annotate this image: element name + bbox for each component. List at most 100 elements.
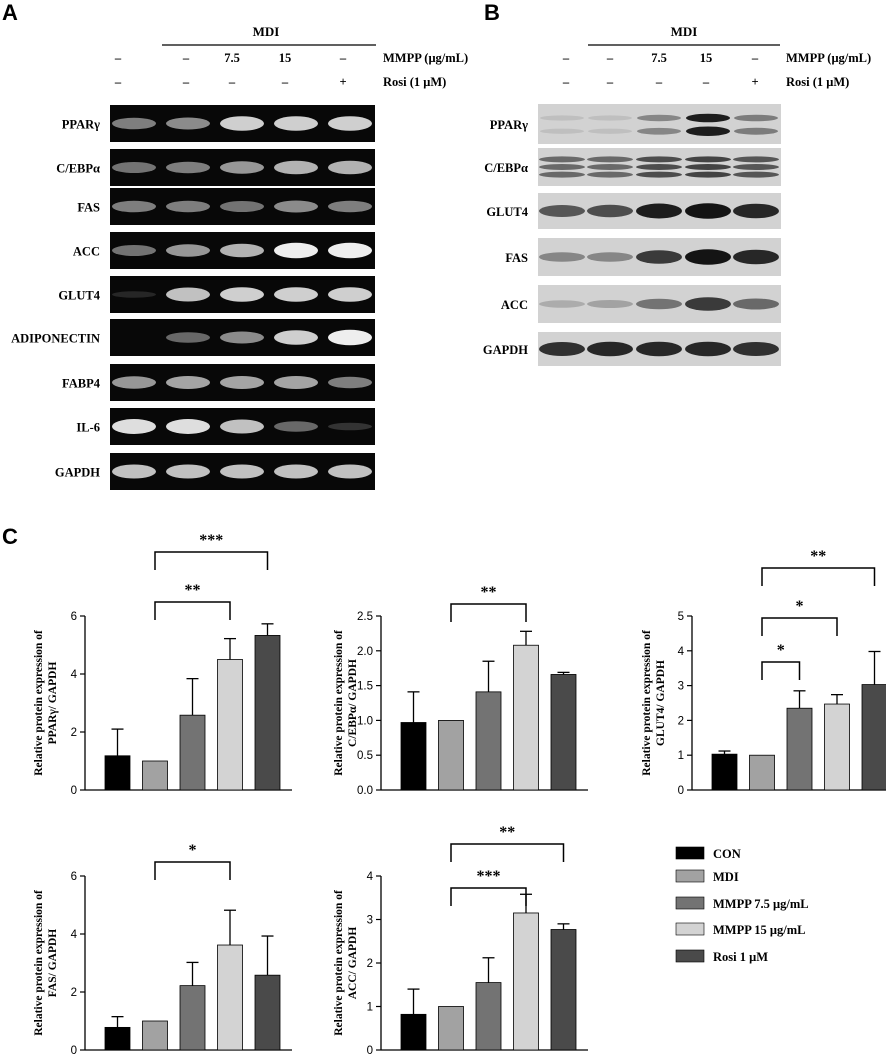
blot-band xyxy=(685,297,731,311)
gene-label: PPARγ xyxy=(62,118,100,132)
y-tick-label: 3 xyxy=(367,915,373,927)
blot-band xyxy=(733,298,779,310)
blot-band xyxy=(636,298,682,310)
gel-band xyxy=(166,376,210,389)
significance-label: * xyxy=(777,642,785,659)
y-axis-label: Relative protein expression of xyxy=(33,890,45,1036)
y-tick-label: 5 xyxy=(678,611,684,623)
y-tick-label: 2.0 xyxy=(357,646,373,658)
rosi-label-a: Rosi (1 μM) xyxy=(383,75,446,89)
y-tick-label: 2 xyxy=(367,958,373,970)
blot-band xyxy=(587,341,633,357)
gel-band xyxy=(112,291,156,298)
gel-band xyxy=(328,242,372,259)
y-axis-label: FAS/ GAPDH xyxy=(47,929,59,998)
y-axis-label: Relative protein expression of xyxy=(333,890,345,1036)
blot-band xyxy=(540,128,584,134)
legend-label: MDI xyxy=(713,870,739,884)
y-axis-label: GLUT4/ GAPDH xyxy=(655,660,667,746)
blot-band xyxy=(685,156,731,163)
gel-band xyxy=(328,464,372,479)
legend-swatch xyxy=(675,896,705,910)
mmpp-label-a: MMPP (μg/mL) xyxy=(383,51,468,65)
legend-label: MMPP 15 μg/mL xyxy=(713,923,806,937)
rosi-value-a-3: – xyxy=(281,75,289,89)
mmpp-label-b: MMPP (μg/mL) xyxy=(786,51,871,65)
gel-band xyxy=(112,245,156,256)
gel-band xyxy=(112,162,156,173)
blot-band xyxy=(539,342,585,356)
blot-band xyxy=(588,115,632,121)
mmpp-value-a-3: 15 xyxy=(279,51,292,65)
legend-label: CON xyxy=(713,847,741,861)
mmpp-value-a-0: – xyxy=(114,51,122,65)
bar xyxy=(179,714,206,791)
bar xyxy=(749,754,775,791)
legend-label: MMPP 7.5 μg/mL xyxy=(713,897,809,911)
significance-bracket xyxy=(154,601,231,620)
panel-label-a: A xyxy=(2,0,18,25)
significance-label: * xyxy=(796,598,804,615)
gel-band xyxy=(112,200,156,213)
legend-swatch xyxy=(675,949,705,963)
rosi-value-b-4: + xyxy=(751,75,758,89)
significance-bracket xyxy=(450,603,527,622)
rosi-value-b-2: – xyxy=(655,75,663,89)
bar xyxy=(254,635,281,791)
gel-band xyxy=(166,464,210,479)
gel-band xyxy=(112,376,156,389)
blot-band xyxy=(637,114,681,122)
gene-label: IL-6 xyxy=(76,421,100,435)
y-axis-label: ACC/ GAPDH xyxy=(347,927,359,1000)
significance-label: *** xyxy=(477,868,501,885)
rosi-value-b-3: – xyxy=(702,75,710,89)
panel-b-header: MDI MMPP (μg/mL) Rosi (1 μM) – – 7.5 15 – – –… xyxy=(562,24,871,89)
gel-band xyxy=(166,161,210,174)
panel-a-blots: PPARγ C/EBPα FAS ACC GLUT4 ADIPONECTIN FABP4 IL… xyxy=(11,105,375,490)
y-axis-label: C/EBPα/ GAPDH xyxy=(347,659,359,747)
blot-band xyxy=(686,126,730,136)
mmpp-value-b-1: – xyxy=(606,51,614,65)
legend: CON MDI MMPP 7.5 μg/mL MMPP 15 μg/mL Rosi 1 … xyxy=(675,846,809,964)
blot-band xyxy=(733,249,779,265)
significance-label: ** xyxy=(810,548,826,565)
significance-label: ** xyxy=(481,584,497,601)
significance-bracket xyxy=(761,661,801,680)
y-tick-label: 3 xyxy=(678,681,684,693)
mmpp-value-b-3: 15 xyxy=(700,51,713,65)
gel-band xyxy=(328,376,372,389)
significance-label: *** xyxy=(199,532,223,549)
significance-bracket xyxy=(761,567,876,586)
y-axis-label: Relative protein expression of xyxy=(641,630,653,776)
blot-band xyxy=(588,128,632,134)
y-tick-label: 2.5 xyxy=(357,611,373,623)
gel-band xyxy=(274,200,318,213)
y-tick-label: 4 xyxy=(678,646,685,658)
chart-2: 0 1 2 3 4 5 Relative protein expression of GLUT… xyxy=(641,548,886,797)
gel-band xyxy=(274,376,318,389)
y-tick-label: 0 xyxy=(678,785,684,797)
bar xyxy=(400,1013,427,1051)
blot-band xyxy=(636,341,682,357)
y-tick-label: 0.5 xyxy=(357,750,373,762)
legend-swatch xyxy=(675,869,705,883)
blot-band xyxy=(685,249,731,265)
gel-band xyxy=(166,200,210,213)
blot-band xyxy=(637,127,681,135)
gel-band xyxy=(112,117,156,130)
blot-band xyxy=(539,300,585,308)
gel-band xyxy=(328,329,372,346)
y-tick-label: 4 xyxy=(71,669,78,681)
bar xyxy=(142,1020,168,1051)
bar xyxy=(786,707,813,791)
gel-band xyxy=(274,464,318,479)
mmpp-value-b-2: 7.5 xyxy=(651,51,667,65)
y-tick-label: 0.0 xyxy=(357,785,373,797)
gene-label: C/EBPα xyxy=(56,162,100,176)
gel-band xyxy=(220,464,264,479)
y-tick-label: 1 xyxy=(678,750,684,762)
gene-label: ACC xyxy=(73,245,100,259)
significance-bracket xyxy=(450,843,565,862)
chart-3: 0 2 4 6 Relative protein expression of FAS/ G… xyxy=(33,842,292,1057)
blot-band xyxy=(587,171,633,178)
